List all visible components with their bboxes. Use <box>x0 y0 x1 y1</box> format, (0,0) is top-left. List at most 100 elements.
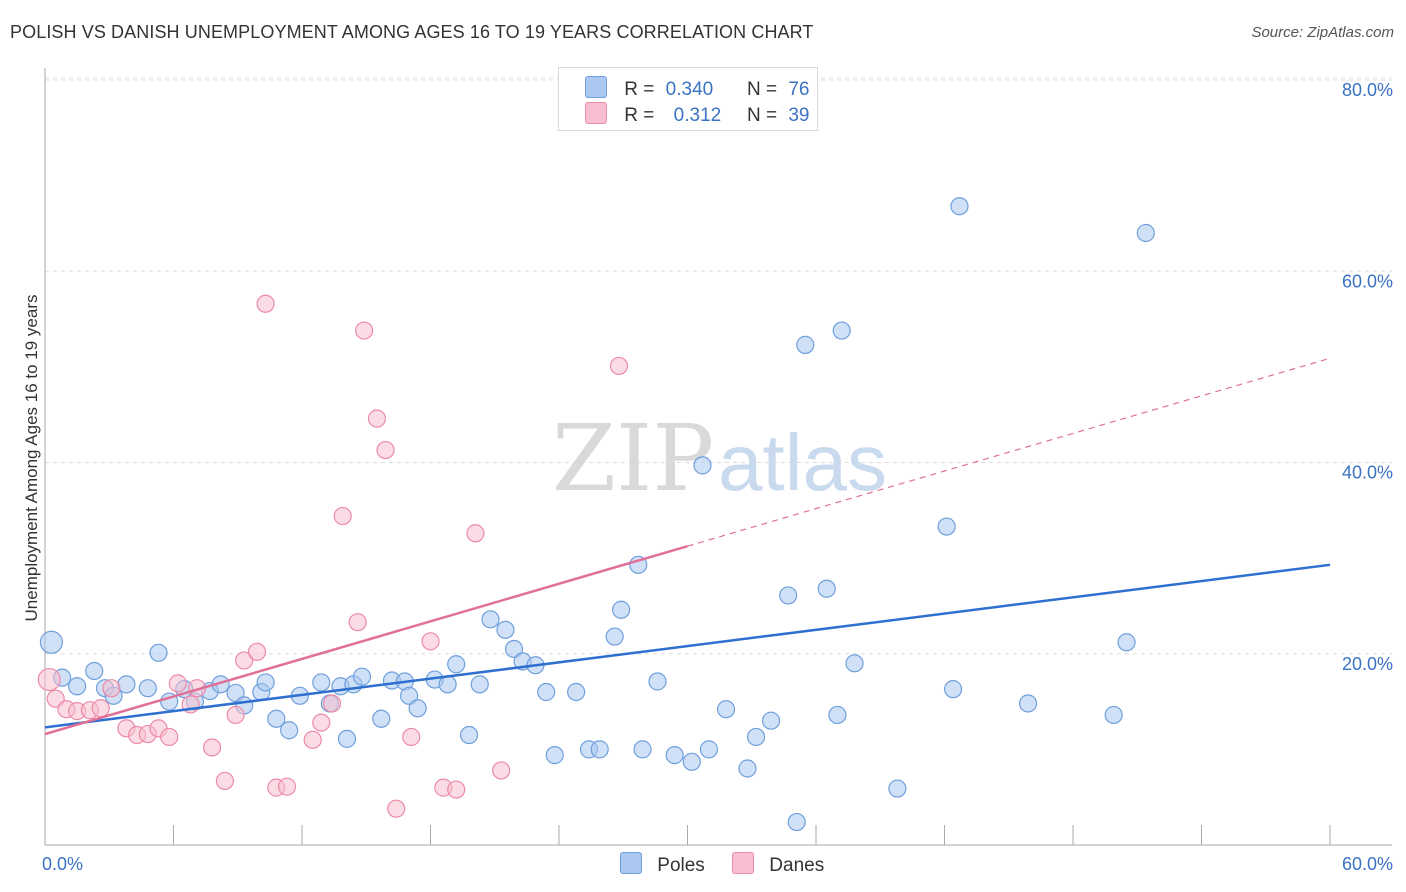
danes-point <box>204 739 221 756</box>
poles-point <box>1105 706 1122 723</box>
danes-point <box>161 728 178 745</box>
poles-point <box>538 684 555 701</box>
poles-point <box>694 457 711 474</box>
danes-point <box>169 675 186 692</box>
poles-point <box>471 676 488 693</box>
danes-swatch <box>585 102 607 124</box>
danes-point <box>610 357 627 374</box>
poles-point <box>700 741 717 758</box>
n-value: 39 <box>788 105 809 126</box>
legend-item-poles: Poles <box>620 852 705 877</box>
poles-point <box>606 628 623 645</box>
poles-point <box>546 747 563 764</box>
poles-point <box>313 674 330 691</box>
danes-point <box>377 442 394 459</box>
r-label: R = <box>624 79 654 100</box>
danes-point <box>368 410 385 427</box>
poles-point <box>118 676 135 693</box>
poles-point <box>945 681 962 698</box>
poles-point <box>797 336 814 353</box>
poles-point <box>150 644 167 661</box>
danes-point <box>448 781 465 798</box>
stats-legend: R = 0.340 N = 76 R = 0.312 N = 39 <box>558 67 818 131</box>
n-label: N = <box>747 105 777 126</box>
legend-item-danes: Danes <box>732 852 824 877</box>
danes-point <box>257 295 274 312</box>
poles-point <box>409 700 426 717</box>
poles-point <box>69 678 86 695</box>
danes-point <box>38 669 60 691</box>
poles-point <box>281 722 298 739</box>
poles-point <box>1020 695 1037 712</box>
r-value: 0.340 <box>666 79 732 101</box>
stats-legend-row-danes: R = 0.312 N = 39 <box>585 102 809 128</box>
danes-point <box>403 728 420 745</box>
poles-point <box>938 518 955 535</box>
poles-swatch <box>585 76 607 98</box>
poles-point <box>748 728 765 745</box>
poles-point <box>739 760 756 777</box>
grid-lines <box>45 78 1392 654</box>
poles-point <box>829 706 846 723</box>
poles-point <box>568 684 585 701</box>
danes-point <box>216 772 233 789</box>
poles-point <box>338 730 355 747</box>
poles-point <box>763 712 780 729</box>
poles-point <box>1137 225 1154 242</box>
poles-point <box>613 601 630 618</box>
poles-point <box>139 680 156 697</box>
poles-point <box>718 701 735 718</box>
poles-point <box>373 710 390 727</box>
danes-point <box>92 700 109 717</box>
danes-point <box>388 800 405 817</box>
watermark-atlas: atlas <box>718 418 887 507</box>
danes-point <box>334 508 351 525</box>
danes-point <box>323 695 340 712</box>
y-tick-label: 20.0% <box>1342 654 1393 674</box>
n-value: 76 <box>788 79 809 100</box>
poles-point <box>1118 634 1135 651</box>
poles-point <box>461 727 478 744</box>
danes-point <box>349 614 366 631</box>
n-label: N = <box>747 79 777 100</box>
poles-point <box>497 621 514 638</box>
poles-point <box>846 655 863 672</box>
watermark-zip: ZIP <box>552 405 714 512</box>
poles-point <box>780 587 797 604</box>
poles-point <box>666 747 683 764</box>
danes-points <box>38 295 627 817</box>
danes-point <box>304 731 321 748</box>
y-tick-label: 40.0% <box>1342 463 1393 483</box>
poles-point <box>683 753 700 770</box>
poles-point <box>591 741 608 758</box>
danes-point <box>103 680 120 697</box>
danes-point <box>249 643 266 660</box>
danes-point <box>422 633 439 650</box>
y-tick-label: 60.0% <box>1342 271 1393 291</box>
r-value: 0.312 <box>674 105 740 127</box>
danes-point <box>227 706 244 723</box>
poles-point <box>788 814 805 831</box>
danes-point <box>467 525 484 542</box>
poles-point <box>40 631 62 653</box>
poles-point <box>482 611 499 628</box>
poles-legend-label: Poles <box>657 855 705 876</box>
poles-point <box>951 198 968 215</box>
poles-point <box>818 580 835 597</box>
danes-point <box>313 714 330 731</box>
poles-point <box>257 674 274 691</box>
poles-point <box>649 673 666 690</box>
danes-point <box>279 778 296 795</box>
poles-trend-line <box>45 565 1330 728</box>
danes-point <box>493 762 510 779</box>
stats-legend-row-poles: R = 0.340 N = 76 <box>585 76 809 102</box>
danes-point <box>356 322 373 339</box>
watermark: ZIP atlas <box>552 405 887 512</box>
poles-point <box>634 741 651 758</box>
poles-points <box>40 198 1154 831</box>
danes-legend-swatch <box>732 852 754 874</box>
poles-point <box>889 780 906 797</box>
danes-trend-line <box>45 546 688 734</box>
x-tick-label: 0.0% <box>42 854 83 874</box>
